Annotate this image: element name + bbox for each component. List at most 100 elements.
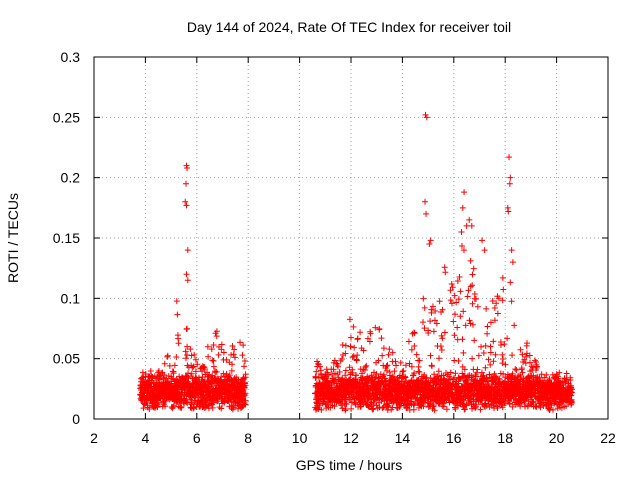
data-point xyxy=(351,344,358,351)
data-point xyxy=(183,399,190,406)
data-point xyxy=(427,237,434,244)
data-point xyxy=(439,306,446,313)
x-tick-labels: 2 4 6 8 10 12 14 16 18 20 22 xyxy=(90,430,616,446)
x-axis-title: GPS time / hours xyxy=(296,457,403,473)
data-point xyxy=(499,404,506,411)
data-point xyxy=(533,363,540,370)
data-point xyxy=(334,363,341,370)
data-point xyxy=(556,369,563,376)
data-point xyxy=(454,277,461,284)
data-point xyxy=(478,343,485,350)
x-tick-label: 14 xyxy=(395,430,411,446)
data-point xyxy=(237,339,244,346)
data-point xyxy=(467,320,474,327)
data-point xyxy=(449,390,456,397)
data-point xyxy=(230,404,237,411)
data-point xyxy=(420,403,427,410)
x-tick-label: 18 xyxy=(497,430,513,446)
data-point xyxy=(460,247,467,254)
data-point xyxy=(457,313,464,320)
data-point xyxy=(509,259,516,266)
data-point xyxy=(177,403,184,410)
x-tick-label: 4 xyxy=(142,430,150,446)
data-point xyxy=(385,351,392,358)
data-point xyxy=(194,361,201,368)
data-point xyxy=(439,335,446,342)
data-point xyxy=(456,273,463,280)
data-point xyxy=(460,349,467,356)
data-point xyxy=(218,405,225,412)
data-point xyxy=(522,360,529,367)
data-point xyxy=(173,298,180,305)
data-point xyxy=(498,401,505,408)
data-point xyxy=(554,373,561,380)
data-point xyxy=(460,308,467,315)
x-tick-label: 6 xyxy=(193,430,201,446)
data-point xyxy=(331,379,338,386)
data-point xyxy=(354,335,361,342)
data-point xyxy=(475,352,482,359)
data-point xyxy=(469,271,476,278)
data-point xyxy=(393,404,400,411)
data-point xyxy=(405,338,412,345)
x-tick-label: 20 xyxy=(549,430,565,446)
data-point xyxy=(447,297,454,304)
data-point xyxy=(465,287,472,294)
data-point xyxy=(491,317,498,324)
data-point xyxy=(504,335,511,342)
data-point xyxy=(485,356,492,363)
data-point xyxy=(402,362,409,369)
data-point xyxy=(359,370,366,377)
data-point xyxy=(215,351,222,358)
y-tick-labels: 0 0.05 0.1 0.15 0.2 0.25 0.3 xyxy=(53,49,80,427)
data-point xyxy=(336,368,343,375)
data-point xyxy=(191,351,198,358)
data-point xyxy=(452,311,459,318)
data-point xyxy=(470,265,477,272)
data-point xyxy=(411,329,418,336)
data-point xyxy=(504,204,511,211)
data-point xyxy=(316,363,323,370)
data-point xyxy=(338,402,345,409)
data-point xyxy=(468,222,475,229)
data-point xyxy=(190,363,197,370)
data-point xyxy=(375,357,382,364)
data-point xyxy=(455,296,462,303)
data-point xyxy=(451,332,458,339)
data-point xyxy=(463,222,470,229)
data-point xyxy=(458,242,465,249)
data-point xyxy=(162,403,169,410)
data-point xyxy=(189,364,196,371)
data-point xyxy=(507,174,514,181)
data-point xyxy=(184,277,191,284)
data-point xyxy=(471,290,478,297)
data-point xyxy=(242,371,249,378)
data-point xyxy=(509,352,516,359)
data-point xyxy=(363,362,370,369)
y-tick-label: 0 xyxy=(72,411,80,427)
data-point xyxy=(350,353,357,360)
data-point xyxy=(509,403,516,410)
data-point xyxy=(170,370,177,377)
data-point xyxy=(349,369,356,376)
data-point xyxy=(366,403,373,410)
data-point xyxy=(400,367,407,374)
data-point xyxy=(183,202,190,209)
data-point xyxy=(360,347,367,354)
data-point xyxy=(502,361,509,368)
data-point xyxy=(437,343,444,350)
data-point xyxy=(524,340,531,347)
data-point xyxy=(416,357,423,364)
y-tick-label: 0.1 xyxy=(61,290,81,306)
data-point xyxy=(357,403,364,410)
data-point xyxy=(506,180,513,187)
data-point xyxy=(350,323,357,330)
data-point xyxy=(530,399,537,406)
data-point xyxy=(170,402,177,409)
data-point xyxy=(537,404,544,411)
data-point xyxy=(242,380,249,387)
data-point xyxy=(479,237,486,244)
data-point xyxy=(347,334,354,341)
chart-title: Day 144 of 2024, Rate Of TEC Index for r… xyxy=(187,19,511,35)
data-point xyxy=(348,405,355,412)
